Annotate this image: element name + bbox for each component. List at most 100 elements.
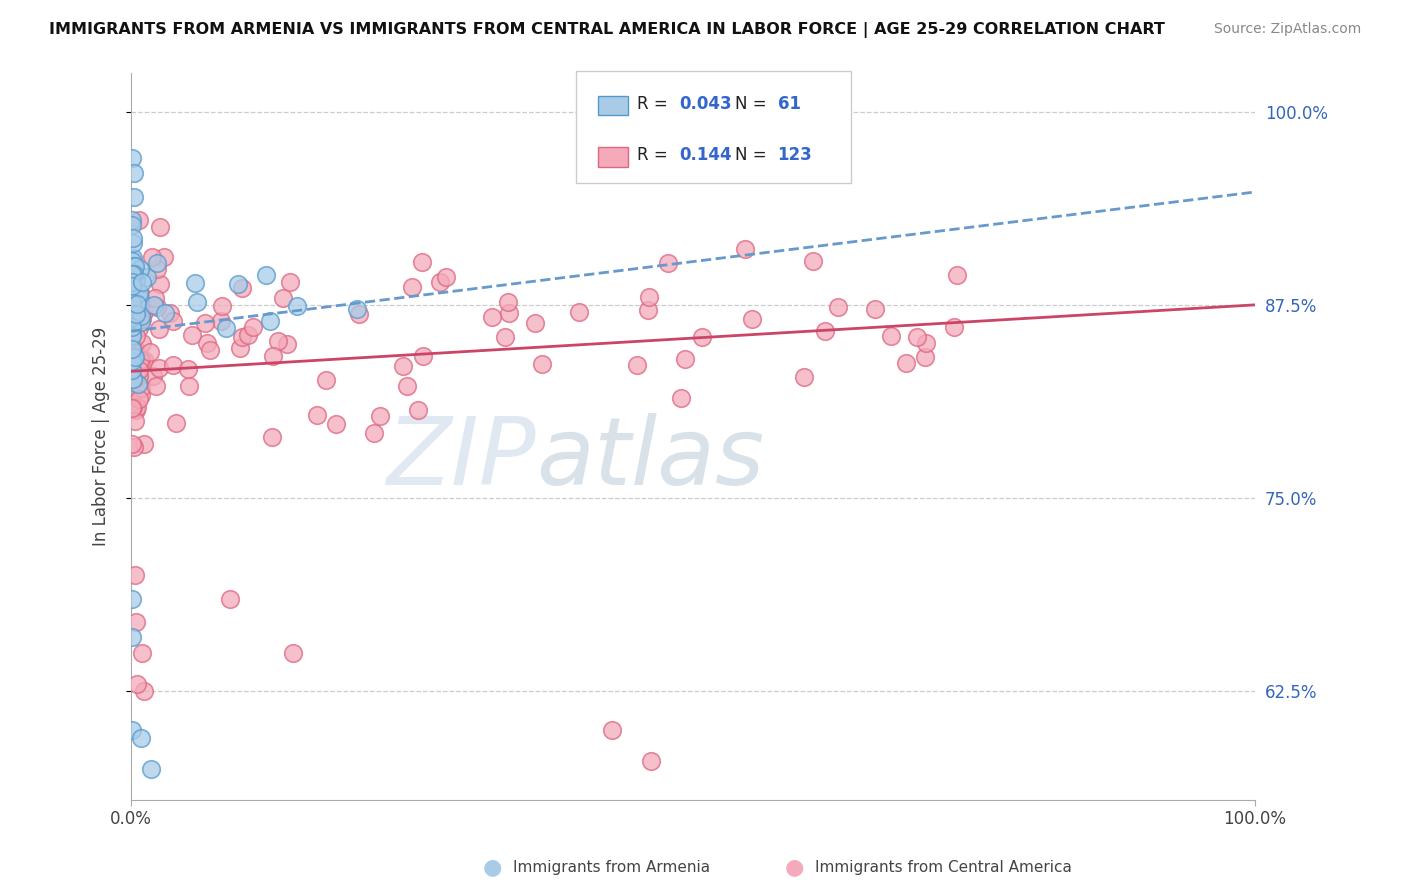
Point bbox=[121, 212, 143, 227]
Point bbox=[122, 268, 145, 282]
Point bbox=[122, 283, 145, 297]
Point bbox=[129, 310, 152, 324]
Point bbox=[896, 356, 918, 370]
Point bbox=[734, 242, 756, 256]
Point bbox=[530, 357, 553, 371]
Point bbox=[673, 352, 696, 367]
Point bbox=[153, 305, 176, 319]
Point bbox=[186, 294, 208, 309]
Point bbox=[128, 362, 150, 376]
Point bbox=[121, 282, 143, 296]
Point bbox=[121, 267, 143, 281]
Point bbox=[149, 220, 172, 235]
Point bbox=[121, 400, 143, 414]
Point bbox=[401, 280, 423, 294]
Point bbox=[347, 307, 370, 321]
Point bbox=[863, 302, 886, 317]
Point bbox=[129, 388, 152, 402]
Point bbox=[914, 351, 936, 365]
Point bbox=[121, 235, 143, 250]
Point bbox=[276, 337, 298, 351]
Point bbox=[149, 277, 172, 291]
Point bbox=[363, 426, 385, 441]
Point bbox=[131, 315, 153, 329]
Text: ZIP: ZIP bbox=[387, 412, 536, 504]
Point bbox=[271, 291, 294, 305]
Point bbox=[134, 304, 156, 318]
Point bbox=[121, 363, 143, 377]
Point bbox=[637, 302, 659, 317]
Point bbox=[124, 259, 146, 273]
Point bbox=[395, 379, 418, 393]
Point bbox=[146, 300, 169, 314]
Point bbox=[262, 349, 284, 363]
Point bbox=[391, 359, 413, 373]
Text: ●: ● bbox=[482, 857, 502, 877]
Point bbox=[148, 322, 170, 336]
Point bbox=[346, 301, 368, 316]
Point bbox=[121, 311, 143, 326]
Text: 0.043: 0.043 bbox=[679, 95, 731, 112]
Point bbox=[128, 320, 150, 334]
Text: IMMIGRANTS FROM ARMENIA VS IMMIGRANTS FROM CENTRAL AMERICA IN LABOR FORCE | AGE : IMMIGRANTS FROM ARMENIA VS IMMIGRANTS FR… bbox=[49, 22, 1166, 38]
Point bbox=[129, 353, 152, 368]
Point bbox=[131, 311, 153, 326]
Point bbox=[183, 276, 205, 290]
Point bbox=[122, 351, 145, 365]
Point bbox=[165, 416, 187, 430]
Text: 123: 123 bbox=[778, 146, 813, 164]
Point bbox=[122, 230, 145, 244]
Point bbox=[943, 320, 966, 334]
Point bbox=[127, 400, 149, 414]
Point bbox=[434, 270, 457, 285]
Point bbox=[657, 256, 679, 270]
Text: 61: 61 bbox=[778, 95, 800, 112]
Point bbox=[124, 402, 146, 417]
Point bbox=[129, 311, 152, 326]
Y-axis label: In Labor Force | Age 25-29: In Labor Force | Age 25-29 bbox=[93, 326, 110, 546]
Point bbox=[177, 362, 200, 376]
Point bbox=[626, 358, 648, 372]
Point bbox=[132, 436, 155, 450]
Point bbox=[181, 327, 204, 342]
Point bbox=[305, 408, 328, 422]
Point bbox=[121, 401, 143, 415]
Point bbox=[145, 256, 167, 270]
Point bbox=[370, 409, 392, 423]
Point bbox=[481, 310, 503, 324]
Point bbox=[498, 306, 520, 320]
Point bbox=[285, 299, 308, 313]
Point bbox=[568, 305, 591, 319]
Point bbox=[121, 251, 143, 265]
Point bbox=[209, 314, 232, 328]
Point bbox=[121, 591, 143, 606]
Text: R =: R = bbox=[637, 146, 673, 164]
Text: N =: N = bbox=[735, 95, 772, 112]
Point bbox=[129, 731, 152, 745]
Point bbox=[122, 189, 145, 203]
Point bbox=[124, 350, 146, 364]
Point bbox=[122, 372, 145, 386]
Point bbox=[121, 349, 143, 363]
Point bbox=[121, 340, 143, 354]
Point bbox=[124, 615, 146, 629]
Point bbox=[236, 327, 259, 342]
Point bbox=[690, 330, 713, 344]
Point bbox=[121, 275, 143, 289]
Point bbox=[162, 358, 184, 372]
Point bbox=[281, 646, 304, 660]
Point bbox=[278, 275, 301, 289]
Point bbox=[122, 351, 145, 365]
Point bbox=[411, 255, 433, 269]
Point bbox=[159, 306, 181, 320]
Point bbox=[640, 754, 662, 768]
Point bbox=[125, 273, 148, 287]
Point bbox=[128, 212, 150, 227]
Point bbox=[121, 320, 143, 334]
Point bbox=[194, 316, 217, 330]
Point bbox=[215, 320, 238, 334]
Point bbox=[125, 676, 148, 690]
Point bbox=[145, 262, 167, 277]
Point bbox=[121, 316, 143, 330]
Point bbox=[124, 343, 146, 357]
